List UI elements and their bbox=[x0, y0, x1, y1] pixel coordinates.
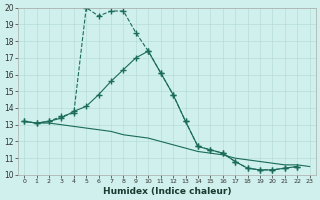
X-axis label: Humidex (Indice chaleur): Humidex (Indice chaleur) bbox=[103, 187, 231, 196]
